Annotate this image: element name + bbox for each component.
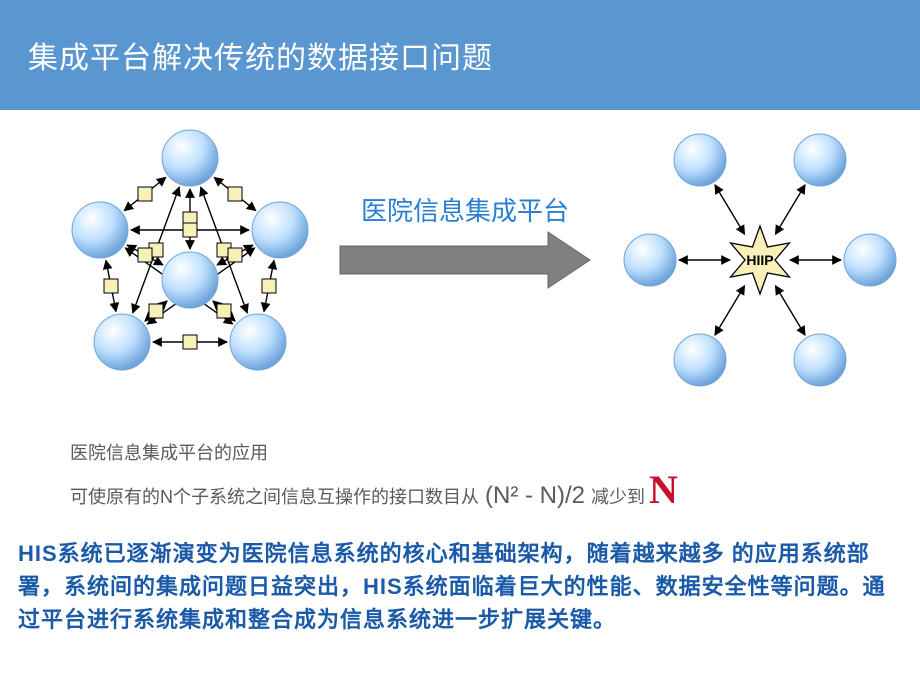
page-title: 集成平台解决传统的数据接口问题 (28, 33, 493, 77)
desc-line-2: 可使原有的N个子系统之间信息互操作的接口数目从 (N² - N)/2 减少到 N (70, 470, 850, 519)
svg-text:HIIP: HIIP (746, 252, 773, 268)
description-block: 医院信息集成平台的应用 可使原有的N个子系统之间信息互操作的接口数目从 (N² … (0, 430, 920, 519)
diagram-svg: 医院信息集成平台 HIIP (0, 110, 920, 430)
desc-mid-text: 减少到 (591, 480, 645, 514)
formula-big: N (645, 470, 682, 510)
desc-pre-text: 可使原有的N个子系统之间信息互操作的接口数目从 (70, 480, 479, 514)
svg-text:医院信息集成平台: 医院信息集成平台 (361, 196, 569, 226)
diagram-svg-container: 医院信息集成平台 HIIP (0, 110, 920, 430)
formula-mid: (N² - N)/2 (479, 473, 591, 519)
bottom-paragraph: HIS系统已逐渐演变为医院信息系统的核心和基础架构，随着越来越多 的应用系统部署… (0, 519, 920, 636)
header-bar: 集成平台解决传统的数据接口问题 (0, 0, 920, 110)
desc-line-1: 医院信息集成平台的应用 (70, 436, 850, 470)
